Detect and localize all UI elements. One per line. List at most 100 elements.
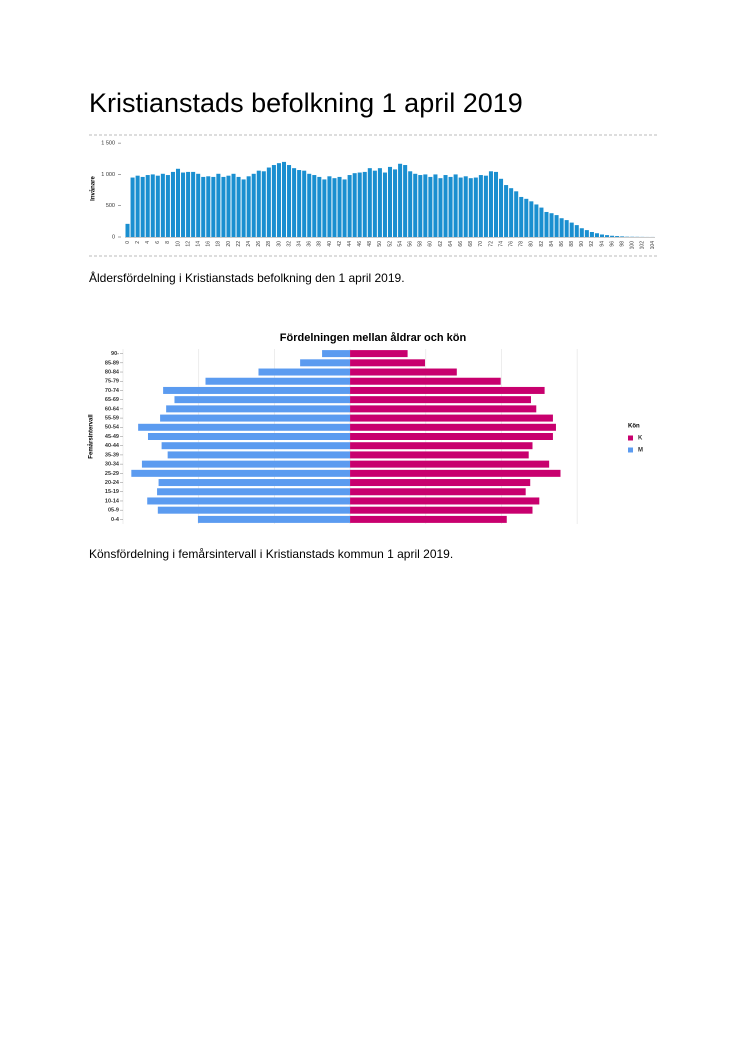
x-tick-label: 32 <box>286 241 292 247</box>
bar <box>151 174 155 237</box>
x-tick-label: 68 <box>468 241 474 247</box>
bar <box>350 415 553 422</box>
bar <box>163 387 350 394</box>
bar <box>524 199 528 237</box>
bar <box>529 201 533 237</box>
bar <box>363 172 367 237</box>
bar <box>484 176 488 237</box>
bar <box>312 175 316 237</box>
bar <box>131 470 350 477</box>
bar <box>555 215 559 237</box>
bar <box>160 415 350 422</box>
x-tick-label: 56 <box>408 241 414 247</box>
x-tick-label: 88 <box>569 241 575 247</box>
y-tick-label: 1 500 <box>101 141 115 147</box>
y-tick-label: 0-4 <box>111 517 120 523</box>
y-tick-label: 55-59 <box>105 416 119 422</box>
x-tick-label: 96 <box>609 241 615 247</box>
bar <box>615 236 619 237</box>
x-tick-label: 4 <box>145 241 151 244</box>
bar <box>162 442 350 449</box>
bar <box>393 169 397 237</box>
bar <box>302 171 306 237</box>
bar <box>287 165 291 237</box>
bar <box>620 236 624 237</box>
x-tick-label: 14 <box>196 241 202 247</box>
bar <box>428 177 432 237</box>
bar <box>570 223 574 237</box>
legend-label: M <box>638 448 643 454</box>
bar <box>348 175 352 237</box>
bar <box>479 175 483 237</box>
bar <box>350 479 530 486</box>
bar <box>206 176 210 237</box>
bar <box>300 359 350 366</box>
x-tick-label: 48 <box>367 241 373 247</box>
bar <box>433 174 437 237</box>
bar <box>350 470 560 477</box>
x-tick-label: 6 <box>155 241 161 244</box>
bar <box>358 173 362 237</box>
x-tick-label: 22 <box>236 241 242 247</box>
x-tick-label: 64 <box>448 241 454 247</box>
bar <box>126 224 130 237</box>
bar <box>373 171 377 237</box>
bar <box>514 191 518 237</box>
x-tick-label: 34 <box>296 241 302 247</box>
x-tick-label: 46 <box>357 241 363 247</box>
bar <box>350 451 529 458</box>
x-tick-label: 104 <box>650 241 656 250</box>
bar <box>201 177 205 237</box>
x-tick-label: 16 <box>206 241 212 247</box>
bar <box>262 171 266 237</box>
bar <box>297 170 301 237</box>
bar <box>168 451 350 458</box>
bar <box>277 163 281 237</box>
bar <box>148 433 350 440</box>
bar <box>474 178 478 237</box>
x-tick-label: 80 <box>529 241 535 247</box>
bar <box>504 185 508 237</box>
bar <box>469 178 473 237</box>
bar <box>449 177 453 237</box>
bar <box>350 378 501 385</box>
bar <box>158 507 350 514</box>
y-tick-label: 15-19 <box>105 489 119 495</box>
legend-swatch <box>628 448 633 453</box>
bar <box>322 350 350 357</box>
bar <box>565 220 569 237</box>
bar <box>423 174 427 237</box>
bar <box>141 177 145 237</box>
x-tick-label: 66 <box>458 241 464 247</box>
bar <box>544 212 548 237</box>
legend-title: Kön <box>628 424 640 430</box>
bar <box>317 177 321 237</box>
bar <box>403 165 407 237</box>
bar <box>350 387 545 394</box>
y-tick-label: 80-84 <box>105 369 120 375</box>
bar <box>550 213 554 237</box>
bar <box>232 174 236 237</box>
x-tick-label: 0 <box>125 241 131 244</box>
bar <box>464 176 468 237</box>
x-tick-label: 60 <box>428 241 434 247</box>
bar <box>171 172 175 237</box>
bar <box>350 396 531 403</box>
x-tick-label: 74 <box>498 241 504 247</box>
bar <box>138 424 350 431</box>
x-tick-label: 52 <box>387 241 393 247</box>
x-tick-label: 20 <box>226 241 232 247</box>
caption: Åldersfördelning i Kristianstads befolkn… <box>89 270 405 285</box>
bar <box>343 179 347 237</box>
bar <box>159 479 351 486</box>
bar <box>211 177 215 237</box>
bar <box>590 232 594 237</box>
x-tick-label: 76 <box>508 241 514 247</box>
x-tick-label: 38 <box>317 241 323 247</box>
bar <box>142 461 350 468</box>
bar <box>398 164 402 237</box>
x-tick-label: 92 <box>589 241 595 247</box>
bar <box>272 165 276 237</box>
y-axis-label: Invånare <box>90 176 97 201</box>
